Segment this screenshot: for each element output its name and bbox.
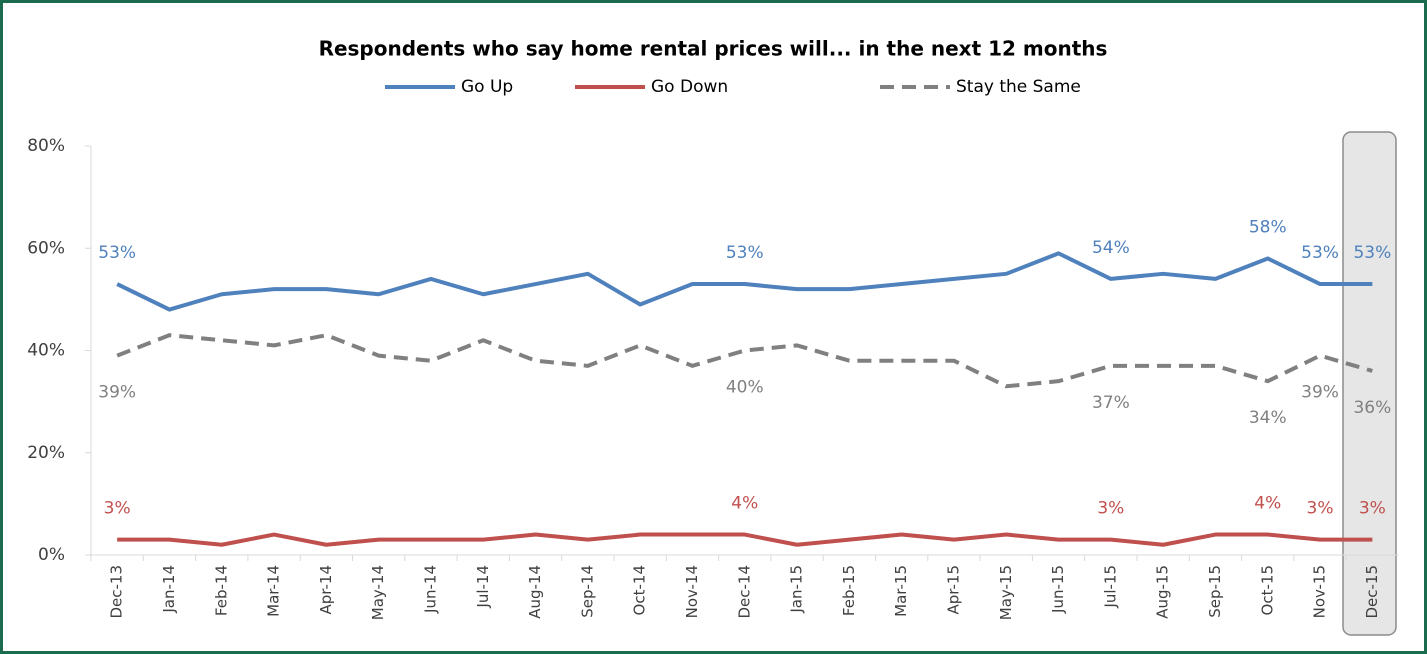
y-tick-label: 40% xyxy=(27,341,65,361)
data-label: 53% xyxy=(1353,243,1391,263)
x-tick-label: Feb-14 xyxy=(212,565,230,616)
x-tick-label: Apr-15 xyxy=(944,565,962,615)
x-tick-label: Apr-14 xyxy=(317,565,335,615)
x-tick-label: Nov-14 xyxy=(683,565,701,618)
line-series xyxy=(116,251,1373,312)
x-tick-label: Mar-14 xyxy=(265,565,283,617)
x-tick-label: Feb-15 xyxy=(840,565,858,616)
x-tick-label: Oct-14 xyxy=(631,565,649,615)
data-label: 58% xyxy=(1249,217,1287,237)
x-tick-label: Sep-15 xyxy=(1206,565,1224,618)
data-label: 53% xyxy=(1301,243,1339,263)
x-tick-label: Aug-15 xyxy=(1154,565,1172,619)
legend-label: Stay the Same xyxy=(956,77,1081,97)
x-tick-label: May-14 xyxy=(369,565,387,620)
data-label: 34% xyxy=(1249,408,1287,428)
x-tick-label: Jan-14 xyxy=(160,565,178,614)
data-label: 53% xyxy=(98,243,136,263)
x-tick-label: May-15 xyxy=(997,565,1015,620)
data-label: 36% xyxy=(1353,398,1391,418)
x-tick-label: Dec-14 xyxy=(735,565,753,619)
x-tick-label: Mar-15 xyxy=(892,565,910,617)
y-tick-label: 80% xyxy=(27,136,65,156)
x-tick-label: Jul-15 xyxy=(1101,565,1119,609)
x-tick-label: Sep-14 xyxy=(578,565,596,618)
chart-title: Respondents who say home rental prices w… xyxy=(319,37,1108,61)
x-tick-label: Jun-14 xyxy=(421,565,439,614)
data-label: 3% xyxy=(1359,499,1386,519)
data-label: 40% xyxy=(726,378,764,398)
highlight-box xyxy=(1342,131,1397,636)
y-tick-label: 20% xyxy=(27,443,65,463)
data-label: 39% xyxy=(98,383,136,403)
x-tick-label: Dec-13 xyxy=(108,565,126,619)
data-label: 4% xyxy=(731,494,758,514)
x-tick-label: Nov-15 xyxy=(1311,565,1329,618)
x-tick-label: Dec-15 xyxy=(1363,565,1381,619)
x-tick-label: Oct-15 xyxy=(1258,565,1276,615)
data-label: 39% xyxy=(1301,383,1339,403)
data-label: 54% xyxy=(1092,238,1130,258)
y-tick-label: 60% xyxy=(27,238,65,258)
legend-label: Go Down xyxy=(651,77,728,97)
legend-label: Go Up xyxy=(461,77,513,97)
y-tick-label: 0% xyxy=(38,545,65,565)
line-series xyxy=(116,333,1373,389)
data-label: 4% xyxy=(1254,494,1281,514)
data-label: 3% xyxy=(1307,499,1334,519)
data-label: 3% xyxy=(1097,499,1124,519)
x-tick-label: Jul-14 xyxy=(474,565,492,609)
line-series xyxy=(117,532,1373,547)
x-tick-label: Aug-14 xyxy=(526,565,544,619)
data-label: 53% xyxy=(726,243,764,263)
data-label: 37% xyxy=(1092,393,1130,413)
x-tick-label: Jan-15 xyxy=(788,565,806,614)
x-tick-label: Jun-15 xyxy=(1049,565,1067,614)
data-label: 3% xyxy=(104,499,131,519)
